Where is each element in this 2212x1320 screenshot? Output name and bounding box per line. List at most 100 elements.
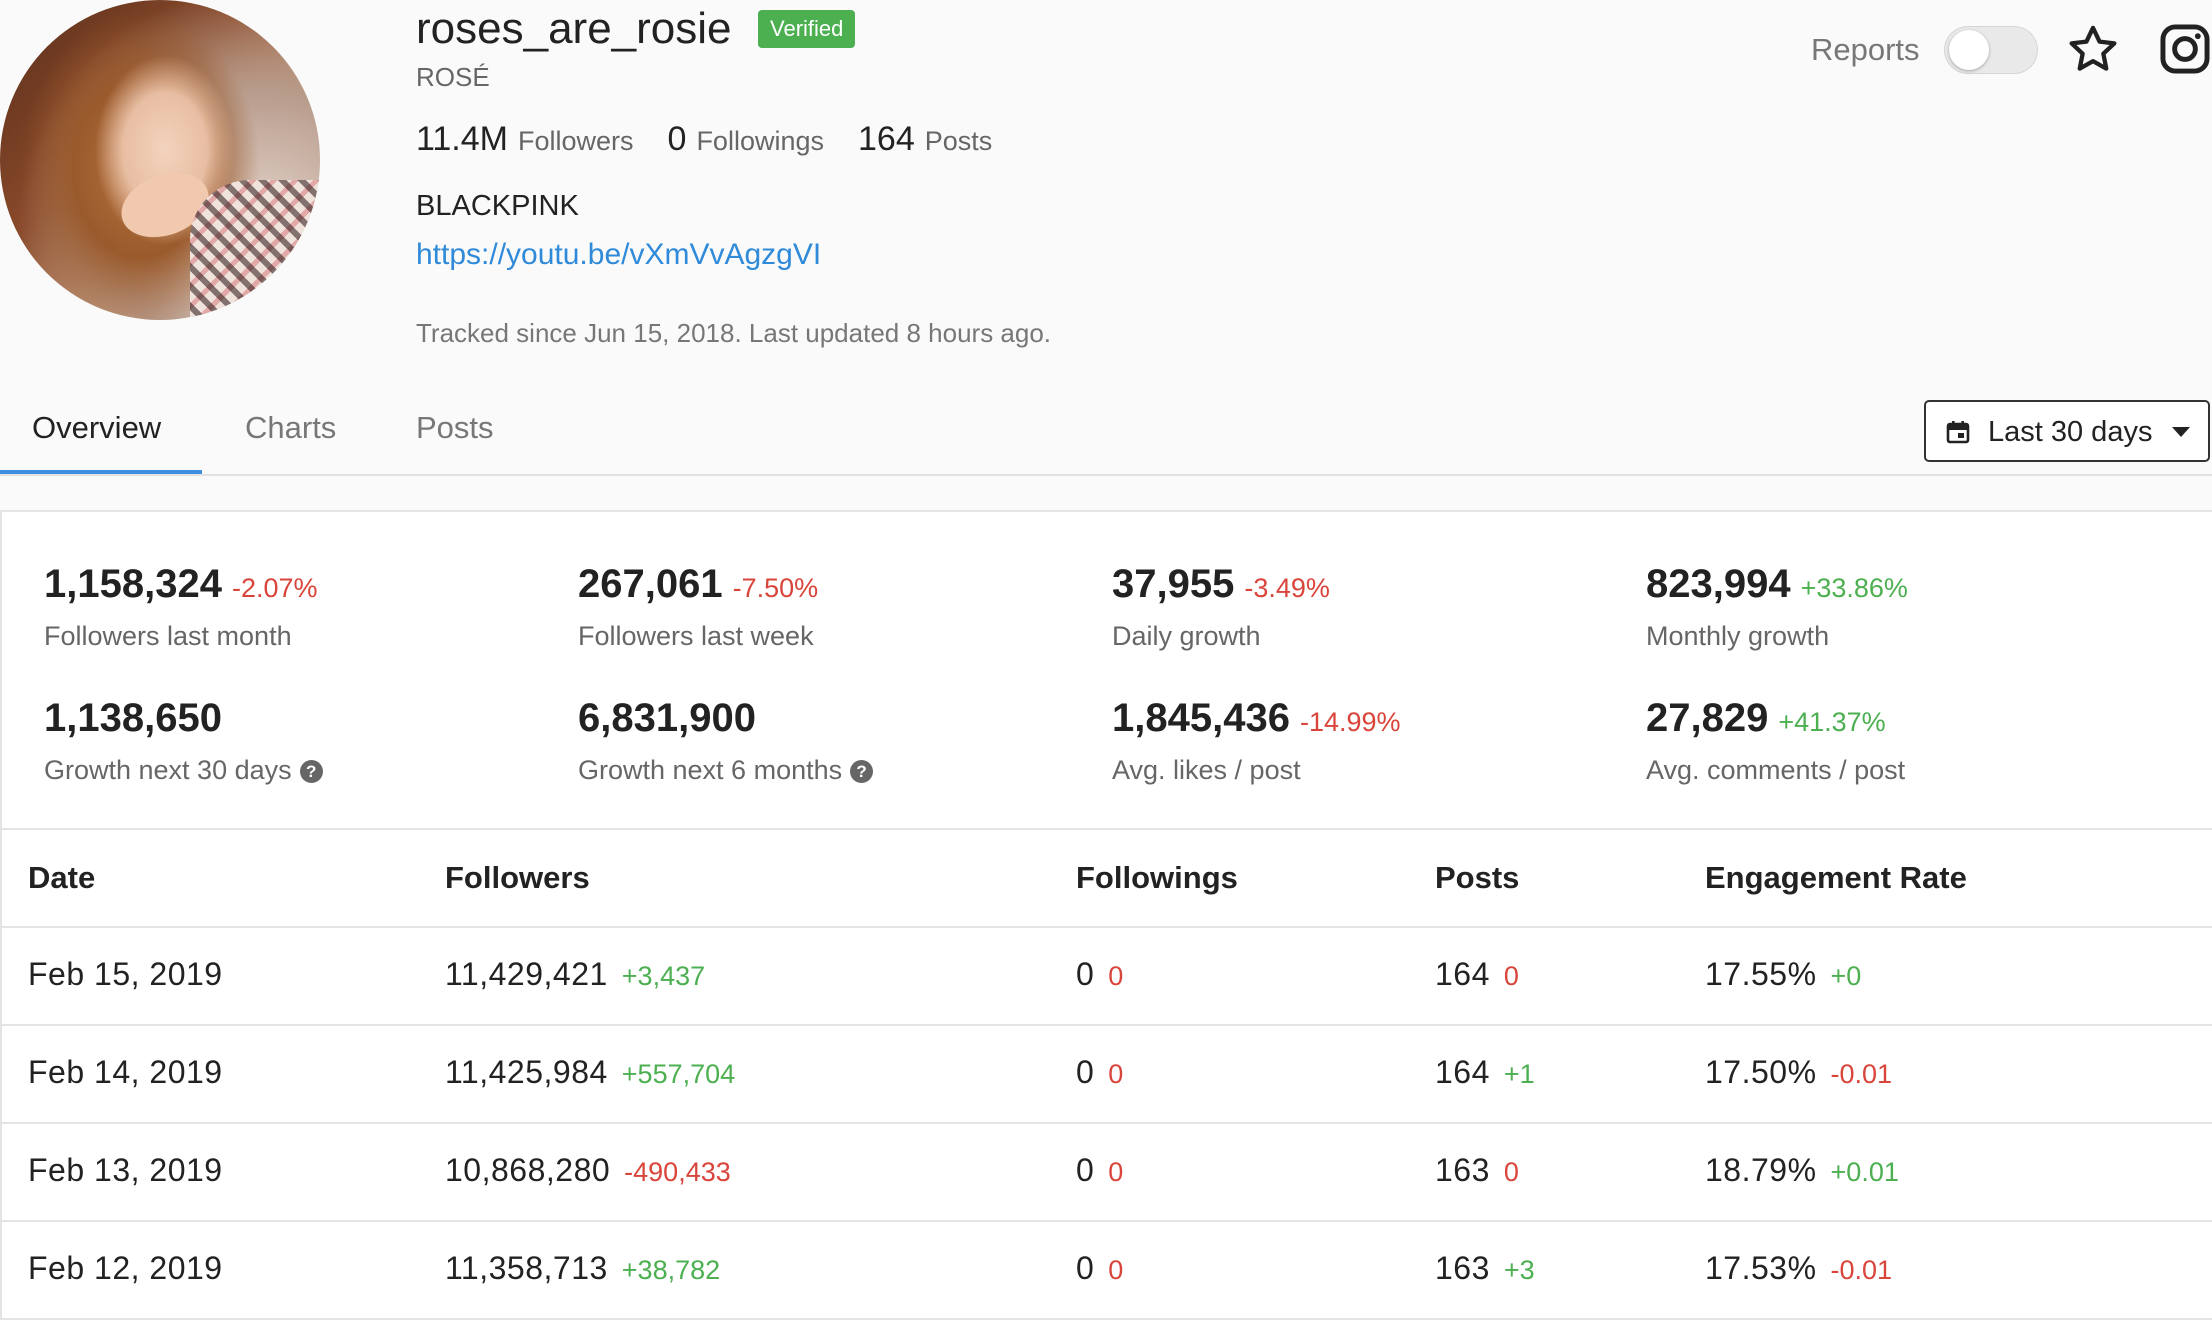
cell-value: 10,868,280 <box>445 1152 611 1188</box>
cell-value: 164 <box>1435 956 1490 992</box>
cell-delta: 0 <box>1108 961 1124 991</box>
tab-bar: Overview Charts Posts <box>0 396 2212 476</box>
metric-growth-next-30-days: 1,138,650 Growth next 30 days? <box>44 696 323 786</box>
metric-value: 1,845,436 <box>1112 696 1290 740</box>
cell-value: 11,429,421 <box>445 956 608 992</box>
cell-followers: 11,429,421 +3,437 <box>445 956 705 993</box>
followers-count: 11.4M <box>416 120 508 158</box>
column-header-posts[interactable]: Posts <box>1435 860 1520 895</box>
star-icon[interactable] <box>2066 22 2120 76</box>
metric-label: Growth next 30 days? <box>44 755 323 786</box>
chevron-down-icon <box>2172 427 2190 437</box>
cell-posts: 163 0 <box>1435 1152 1519 1189</box>
cell-delta: +0 <box>1830 961 1862 991</box>
help-icon[interactable]: ? <box>299 760 323 783</box>
cell-value: 17.53% <box>1705 1250 1817 1286</box>
help-icon[interactable]: ? <box>850 760 874 783</box>
cell-value: 0 <box>1076 1152 1095 1188</box>
cell-posts: 163 +3 <box>1435 1250 1535 1287</box>
cell-delta: -490,433 <box>624 1157 731 1187</box>
metric-label: Monthly growth <box>1646 621 1830 651</box>
metric-label: Followers last week <box>578 621 814 651</box>
reports-label: Reports <box>1811 32 1920 67</box>
metric-change: -3.49% <box>1244 573 1330 603</box>
metric-change: +41.37% <box>1778 707 1886 737</box>
cell-value: 18.79% <box>1705 1152 1817 1188</box>
cell-value: 0 <box>1076 1250 1095 1286</box>
metric-value: 267,061 <box>578 562 723 606</box>
metric-label-text: Growth next 30 days <box>44 755 292 785</box>
cell-value: 0 <box>1076 956 1095 992</box>
table-header-row: Date Followers Followings Posts Engageme… <box>2 830 2212 928</box>
date-range-label: Last 30 days <box>1988 416 2153 448</box>
calendar-icon <box>1946 421 1970 444</box>
tab-posts[interactable]: Posts <box>416 410 494 445</box>
metric-value: 37,955 <box>1112 562 1235 606</box>
posts-label: Posts <box>924 126 993 156</box>
cell-delta: +0.01 <box>1830 1157 1899 1187</box>
metric-value: 1,138,650 <box>44 696 222 740</box>
cell-posts: 164 +1 <box>1435 1054 1535 1091</box>
card-divider <box>2 828 2212 830</box>
cell-engagement-rate: 17.55% +0 <box>1705 956 1861 993</box>
posts-stat: 164 Posts <box>858 120 992 159</box>
cell-delta: 0 <box>1108 1157 1124 1187</box>
cell-followers: 11,425,984 +557,704 <box>445 1054 735 1091</box>
cell-value: 0 <box>1076 1054 1095 1090</box>
cell-delta: +38,782 <box>621 1255 721 1285</box>
profile-avatar <box>0 0 320 320</box>
instagram-icon[interactable] <box>2158 22 2212 76</box>
profile-link[interactable]: https://youtu.be/vXmVvAgzgVI <box>416 238 822 271</box>
metric-label: Growth next 6 months? <box>578 755 874 786</box>
cell-delta: 0 <box>1108 1255 1124 1285</box>
metric-label: Avg. likes / post <box>1112 755 1301 785</box>
date-range-dropdown[interactable]: Last 30 days <box>1924 400 2210 462</box>
followings-count: 0 <box>667 120 687 158</box>
column-header-followers[interactable]: Followers <box>445 860 590 895</box>
metric-avg-comments: 27,829 +41.37% Avg. comments / post <box>1646 696 1905 786</box>
column-header-followings[interactable]: Followings <box>1076 860 1238 895</box>
cell-value: 163 <box>1435 1152 1490 1188</box>
profile-full-name: ROSÉ <box>416 62 490 92</box>
cell-value: 17.55% <box>1705 956 1817 992</box>
cell-value: 164 <box>1435 1054 1490 1090</box>
cell-delta: +3,437 <box>621 961 706 991</box>
cell-value: 11,425,984 <box>445 1054 608 1090</box>
tab-overview[interactable]: Overview <box>32 410 162 445</box>
metric-change: -2.07% <box>231 573 318 603</box>
metric-label: Avg. comments / post <box>1646 755 1906 785</box>
column-header-date[interactable]: Date <box>28 860 96 895</box>
cell-delta: 0 <box>1503 961 1519 991</box>
followers-label: Followers <box>517 126 634 156</box>
reports-toggle[interactable] <box>1944 26 2038 74</box>
metric-value: 823,994 <box>1646 562 1791 606</box>
followings-label: Followings <box>696 126 824 156</box>
cell-date: Feb 13, 2019 <box>28 1152 223 1188</box>
profile-username: roses_are_rosie <box>416 4 732 53</box>
followers-stat: 11.4M Followers <box>416 120 634 159</box>
tab-charts[interactable]: Charts <box>245 410 337 445</box>
cell-engagement-rate: 17.50% -0.01 <box>1705 1054 1892 1091</box>
cell-value: 11,358,713 <box>445 1250 608 1286</box>
cell-date: Feb 15, 2019 <box>28 956 223 992</box>
cell-delta: +3 <box>1503 1255 1535 1285</box>
metric-avg-likes: 1,845,436 -14.99% Avg. likes / post <box>1112 696 1401 786</box>
cell-delta: +1 <box>1503 1059 1535 1089</box>
toggle-knob <box>1949 30 1989 70</box>
cell-engagement-rate: 17.53% -0.01 <box>1705 1250 1892 1287</box>
metric-change: +33.86% <box>1800 573 1908 603</box>
cell-delta: -0.01 <box>1830 1255 1893 1285</box>
cell-delta: -0.01 <box>1830 1059 1893 1089</box>
profile-stats: 11.4M Followers 0 Followings 164 Posts <box>416 120 992 159</box>
profile-bio: BLACKPINK <box>416 190 579 222</box>
cell-followers: 10,868,280 -490,433 <box>445 1152 731 1189</box>
metric-growth-next-6-months: 6,831,900 Growth next 6 months? <box>578 696 874 786</box>
cell-engagement-rate: 18.79% +0.01 <box>1705 1152 1899 1189</box>
metric-daily-growth: 37,955 -3.49% Daily growth <box>1112 562 1330 652</box>
cell-delta: 0 <box>1503 1157 1519 1187</box>
column-header-engagement-rate[interactable]: Engagement Rate <box>1705 860 1967 895</box>
metric-label-text: Growth next 6 months <box>578 755 843 785</box>
